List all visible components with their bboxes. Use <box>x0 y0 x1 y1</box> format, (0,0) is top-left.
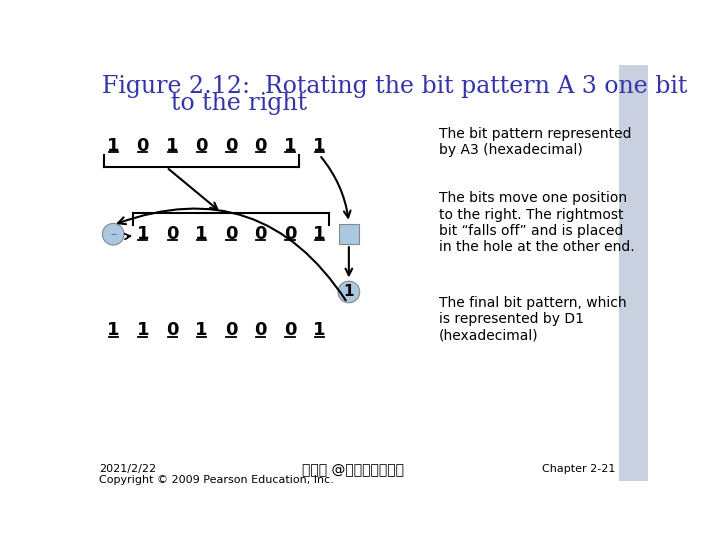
Text: 1: 1 <box>313 321 325 340</box>
Text: The final bit pattern, which
is represented by D1
(hexadecimal): The final bit pattern, which is represen… <box>438 296 626 342</box>
Text: –: – <box>110 228 117 241</box>
Text: 1: 1 <box>137 321 149 340</box>
Text: 1: 1 <box>195 321 208 340</box>
Text: 0: 0 <box>166 225 179 243</box>
Text: Figure 2.12:  Rotating the bit pattern A 3 one bit: Figure 2.12: Rotating the bit pattern A … <box>102 75 687 98</box>
Text: 蔡文能 @交通大學資工系: 蔡文能 @交通大學資工系 <box>302 464 405 478</box>
Text: 1: 1 <box>137 225 149 243</box>
Text: The bit pattern represented
by A3 (hexadecimal): The bit pattern represented by A3 (hexad… <box>438 127 631 157</box>
Text: 0: 0 <box>254 225 266 243</box>
Text: Chapter 2-21: Chapter 2-21 <box>542 464 616 474</box>
Text: 0: 0 <box>284 225 296 243</box>
Text: 0: 0 <box>225 321 238 340</box>
Text: 0: 0 <box>254 321 266 340</box>
Text: 0: 0 <box>195 137 208 154</box>
Text: to the right: to the right <box>171 92 307 115</box>
Text: 0: 0 <box>137 137 149 154</box>
Ellipse shape <box>102 224 124 245</box>
Text: 0: 0 <box>254 137 266 154</box>
Text: The bits move one position
to the right. The rightmost
bit “falls off” and is pl: The bits move one position to the right.… <box>438 191 634 254</box>
Text: 1: 1 <box>107 321 120 340</box>
Text: 1: 1 <box>166 137 179 154</box>
Text: 1: 1 <box>313 225 325 243</box>
Text: 0: 0 <box>225 225 238 243</box>
Ellipse shape <box>338 281 360 303</box>
FancyBboxPatch shape <box>339 224 359 244</box>
Text: 1: 1 <box>284 137 296 154</box>
Text: 0: 0 <box>166 321 179 340</box>
Text: 1: 1 <box>313 137 325 154</box>
Text: 0: 0 <box>284 321 296 340</box>
Text: 1: 1 <box>343 285 354 300</box>
Bar <box>619 65 648 481</box>
Text: 1: 1 <box>107 137 120 154</box>
Text: 0: 0 <box>225 137 238 154</box>
Text: 1: 1 <box>195 225 208 243</box>
Text: 2021/2/22
Copyright © 2009 Pearson Education, Inc.: 2021/2/22 Copyright © 2009 Pearson Educa… <box>99 464 334 485</box>
FancyArrowPatch shape <box>118 208 346 300</box>
